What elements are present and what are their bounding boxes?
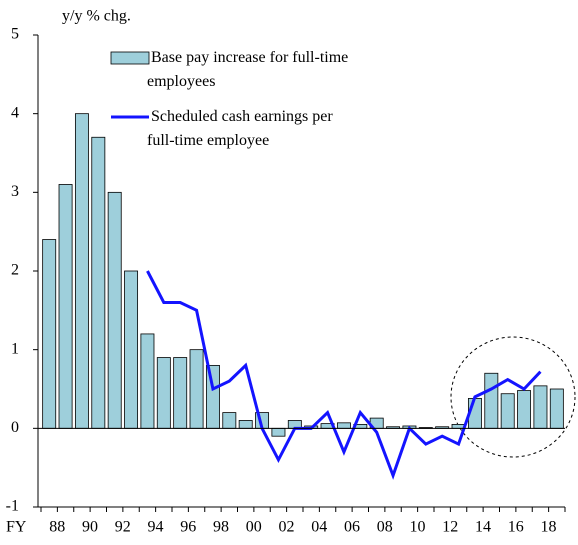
bar	[140, 333, 155, 429]
x-tick-label: 94	[147, 519, 163, 536]
y-tick-label: 0	[11, 419, 19, 436]
x-tick-label: 00	[246, 519, 262, 536]
bar	[58, 184, 73, 429]
highlight-circle	[450, 336, 576, 458]
bar	[74, 113, 89, 429]
x-tick-label: 90	[82, 519, 98, 536]
bar	[107, 191, 122, 429]
bar	[91, 136, 106, 429]
y-tick-label: 3	[11, 183, 19, 200]
x-tick-label: 06	[344, 519, 360, 536]
bar	[336, 422, 351, 429]
bar	[173, 357, 188, 429]
x-tick-label: 16	[508, 519, 524, 536]
y-tick-label: -1	[6, 498, 19, 515]
x-tick-label: 14	[475, 519, 491, 536]
legend-label: Base pay increase for full-time employees	[147, 49, 348, 90]
bar	[205, 364, 220, 429]
x-tick-label: 08	[377, 519, 393, 536]
bar	[42, 239, 57, 429]
bar	[156, 357, 171, 429]
bar	[124, 270, 139, 429]
legend-swatch	[110, 51, 150, 65]
bar	[238, 420, 253, 429]
legend-label: Scheduled cash earnings per full-time emp…	[147, 108, 333, 149]
bar	[484, 372, 499, 429]
bar	[533, 385, 548, 429]
bar	[549, 388, 564, 429]
x-tick-label: 12	[442, 519, 458, 536]
x-tick-label: 18	[540, 519, 556, 536]
x-tick-label: 10	[409, 519, 425, 536]
line	[146, 270, 542, 480]
x-axis-label: FY	[6, 519, 27, 536]
x-tick-label: 88	[49, 519, 65, 536]
bar	[500, 393, 515, 429]
y-axis-label: y/y % chg.	[62, 8, 131, 25]
x-tick-label: 96	[180, 519, 196, 536]
y-tick-label: 1	[11, 340, 19, 357]
bar	[222, 412, 237, 429]
x-tick-label: 04	[311, 519, 327, 536]
x-tick-label: 92	[115, 519, 131, 536]
bar	[189, 349, 204, 429]
x-tick-label: 98	[213, 519, 229, 536]
x-tick-label: 02	[278, 519, 294, 536]
bar	[271, 427, 286, 437]
y-tick-label: 2	[11, 262, 19, 279]
y-tick-label: 4	[11, 104, 19, 121]
y-tick-label: 5	[11, 26, 19, 43]
bar	[517, 390, 532, 429]
